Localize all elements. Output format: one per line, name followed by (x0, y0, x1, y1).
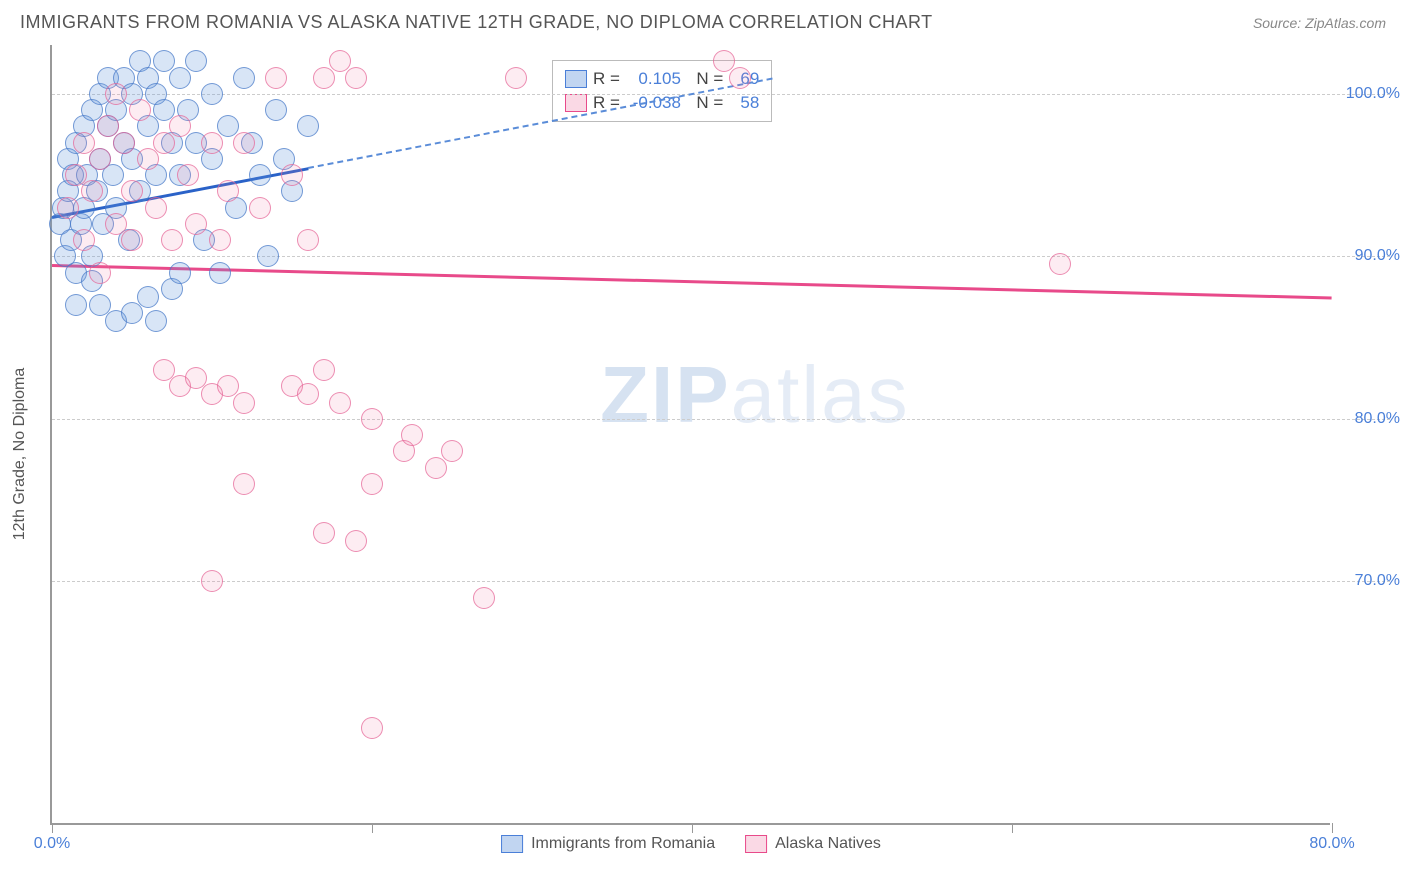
data-point (729, 67, 751, 89)
data-point (297, 115, 319, 137)
swatch-blue (501, 835, 523, 853)
data-point (313, 67, 335, 89)
data-point (233, 67, 255, 89)
data-point (105, 83, 127, 105)
data-point (249, 197, 271, 219)
data-point (201, 570, 223, 592)
data-point (345, 67, 367, 89)
data-point (361, 473, 383, 495)
y-tick-label: 100.0% (1340, 85, 1400, 103)
x-tick (1332, 823, 1333, 833)
chart-container: 12th Grade, No Diploma ZIPatlas R =0.105… (50, 45, 1386, 862)
data-point (401, 424, 423, 446)
swatch-icon (565, 70, 587, 88)
data-point (361, 717, 383, 739)
data-point (1049, 253, 1071, 275)
data-point (297, 383, 319, 405)
y-tick-label: 90.0% (1340, 247, 1400, 265)
data-point (121, 229, 143, 251)
data-point (81, 180, 103, 202)
data-point (153, 132, 175, 154)
chart-title: IMMIGRANTS FROM ROMANIA VS ALASKA NATIVE… (20, 12, 933, 33)
data-point (185, 213, 207, 235)
data-point (65, 294, 87, 316)
legend-item-alaska: Alaska Natives (745, 835, 881, 853)
y-tick-label: 80.0% (1340, 410, 1400, 428)
data-point (265, 99, 287, 121)
data-point (257, 245, 279, 267)
data-point (201, 83, 223, 105)
data-point (265, 67, 287, 89)
data-point (169, 262, 191, 284)
data-point (233, 392, 255, 414)
watermark: ZIPatlas (600, 349, 909, 441)
data-point (145, 197, 167, 219)
data-point (361, 408, 383, 430)
data-point (169, 67, 191, 89)
y-axis-label: 12th Grade, No Diploma (11, 367, 29, 540)
data-point (145, 310, 167, 332)
data-point (281, 164, 303, 186)
data-point (233, 132, 255, 154)
grid-line (52, 94, 1390, 95)
data-point (473, 587, 495, 609)
data-point (249, 164, 271, 186)
trend-line (308, 78, 772, 169)
data-point (129, 99, 151, 121)
data-point (345, 530, 367, 552)
data-point (313, 522, 335, 544)
data-point (57, 197, 79, 219)
data-point (505, 67, 527, 89)
x-tick (52, 823, 53, 833)
x-tick (1012, 823, 1013, 833)
plot-area: ZIPatlas R =0.105 N =69R =-0.038 N =58 I… (50, 45, 1330, 825)
chart-source: Source: ZipAtlas.com (1253, 15, 1386, 31)
data-point (121, 302, 143, 324)
grid-line (52, 419, 1390, 420)
data-point (297, 229, 319, 251)
legend-item-romania: Immigrants from Romania (501, 835, 715, 853)
trend-line (52, 264, 1332, 299)
data-point (217, 180, 239, 202)
data-point (441, 440, 463, 462)
data-point (201, 132, 223, 154)
x-tick (372, 823, 373, 833)
x-tick-label: 80.0% (1309, 835, 1354, 853)
data-point (313, 359, 335, 381)
bottom-legend: Immigrants from Romania Alaska Natives (501, 835, 881, 853)
data-point (425, 457, 447, 479)
data-point (329, 392, 351, 414)
data-point (209, 229, 231, 251)
data-point (161, 229, 183, 251)
grid-line (52, 256, 1390, 257)
x-tick (692, 823, 693, 833)
swatch-pink (745, 835, 767, 853)
data-point (121, 180, 143, 202)
y-tick-label: 70.0% (1340, 572, 1400, 590)
swatch-icon (565, 94, 587, 112)
grid-line (52, 581, 1390, 582)
data-point (137, 286, 159, 308)
data-point (113, 132, 135, 154)
data-point (233, 473, 255, 495)
data-point (73, 229, 95, 251)
data-point (177, 164, 199, 186)
x-tick-label: 0.0% (34, 835, 70, 853)
data-point (89, 148, 111, 170)
data-point (209, 262, 231, 284)
data-point (89, 262, 111, 284)
data-point (185, 50, 207, 72)
data-point (137, 148, 159, 170)
data-point (169, 115, 191, 137)
